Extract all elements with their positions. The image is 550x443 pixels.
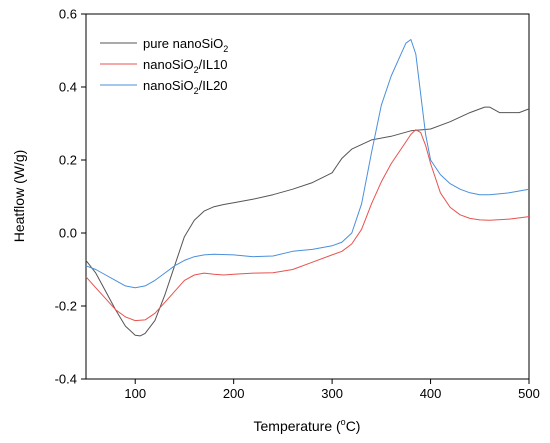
y-tick-label: -0.4 — [55, 372, 77, 387]
y-tick-label: -0.2 — [55, 299, 77, 314]
x-tick-label: 200 — [223, 386, 245, 401]
x-tick-label: 300 — [321, 386, 343, 401]
legend-label-1: nanoSiO2/IL10 — [143, 57, 228, 75]
series-line-1 — [85, 129, 530, 322]
series-line-2 — [85, 39, 530, 289]
x-axis-title: Temperature (oC) — [254, 417, 361, 434]
x-tick-label: 100 — [124, 386, 146, 401]
series-line-0 — [85, 106, 530, 337]
y-tick-label: 0.0 — [59, 226, 77, 241]
x-tick-label: 500 — [518, 386, 540, 401]
plot-frame — [85, 13, 530, 380]
y-tick-label: 0.4 — [59, 80, 77, 95]
y-tick-label: 0.2 — [59, 153, 77, 168]
legend-label-0: pure nanoSiO2 — [143, 36, 228, 54]
series-lines — [85, 39, 530, 337]
legend: pure nanoSiO2 nanoSiO2/IL10 nanoSiO2/IL20 — [100, 36, 228, 96]
axis-ticks: 100 200 300 400 500 -0.4 -0.2 0.0 0.2 0.4 0.6 — [55, 7, 540, 402]
legend-label-2: nanoSiO2/IL20 — [143, 78, 228, 96]
y-tick-label: 0.6 — [59, 7, 77, 22]
y-axis-title: Heatflow (W/g) — [11, 150, 27, 243]
x-tick-label: 400 — [420, 386, 442, 401]
